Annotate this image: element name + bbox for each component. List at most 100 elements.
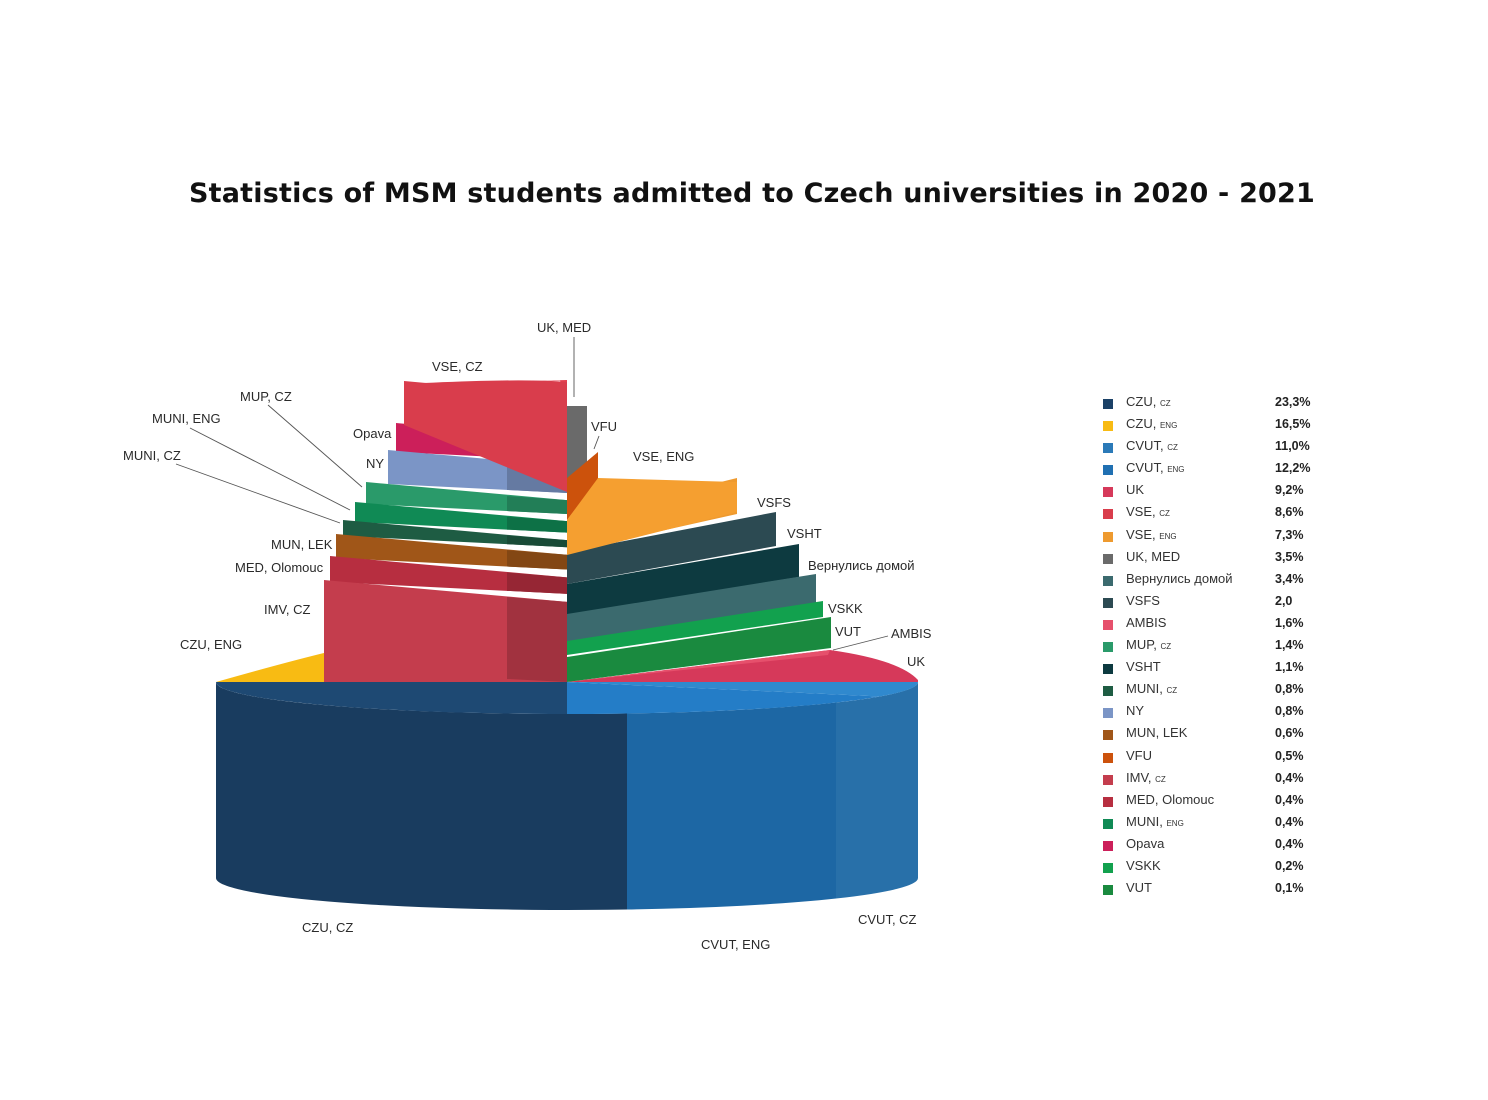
slice-label-vse_eng: VSE, ENG [633, 449, 694, 464]
slice-vsfs [567, 512, 776, 584]
legend-item-uk: UK 9,2% [1100, 481, 1360, 503]
slice-label-imv_cz: IMV, CZ [264, 602, 311, 617]
legend-swatch [1103, 399, 1113, 409]
legend-item-vut: VUT 0,1% [1100, 879, 1360, 901]
legend-label: VSE, CZ [1126, 504, 1170, 520]
legend-label: IMV, CZ [1126, 769, 1166, 785]
slice-label-muni_cz: MUNI, CZ [123, 448, 181, 463]
legend-value: 0,5% [1275, 748, 1304, 763]
legend-item-opava: Opava 0,4% [1100, 835, 1360, 857]
slice-imv_cz [324, 580, 567, 682]
legend-value: 11,0% [1275, 439, 1310, 454]
slice-side-czu_cz [216, 682, 627, 910]
legend-swatch [1103, 597, 1113, 608]
legend-value: 0,4% [1275, 792, 1304, 807]
legend-item-vfu: VFU 0,5% [1100, 747, 1360, 769]
legend-swatch [1103, 421, 1113, 432]
slice-shade-med_olomouc [507, 572, 567, 594]
slice-side-cvut_cz [836, 682, 918, 899]
legend-value: 0,8% [1275, 704, 1304, 719]
legend-item-czu_eng: CZU, ENG 16,5% [1100, 415, 1360, 437]
legend-label: NY [1126, 703, 1145, 719]
legend-label: CZU, ENG [1126, 416, 1178, 432]
legend-value: 1,6% [1275, 615, 1304, 630]
slice-label-opava: Opava [353, 426, 392, 441]
leader-ambis [832, 635, 889, 651]
legend-label: AMBIS [1126, 614, 1167, 630]
legend-swatch [1103, 862, 1113, 873]
legend-label: VUT [1126, 880, 1152, 896]
slice-label-mup_cz: MUP, CZ [240, 389, 292, 404]
legend-item-muni_cz: MUNI, CZ 0,8% [1100, 680, 1360, 702]
legend-item-vsfs: VSFS 2,0 [1100, 592, 1360, 614]
slice-label-mun_lek: MUN, LEK [271, 537, 333, 552]
legend-item-vse_cz: VSE, CZ 8,6% [1100, 503, 1360, 525]
legend-value: 0,4% [1275, 836, 1304, 851]
leader-vfu [593, 435, 600, 450]
slice-face-vse_cz [404, 380, 567, 492]
legend-label: VSKK [1126, 857, 1161, 873]
legend-swatch [1103, 465, 1113, 476]
legend-label: CVUT, CZ [1126, 438, 1178, 454]
legend-value: 12,2% [1275, 461, 1311, 476]
slice-label-uk: UK [907, 654, 925, 669]
legend-value: 3,4% [1275, 571, 1304, 586]
legend-swatch [1103, 664, 1113, 675]
legend-value: 0,4% [1275, 814, 1304, 829]
slice-label-cvut_eng: CVUT, ENG [701, 937, 770, 952]
legend-label: Opava [1126, 835, 1165, 851]
slice-label-home: Вернулись домой [808, 558, 915, 573]
legend-value: 1,1% [1275, 660, 1304, 675]
legend-value: 2,0 [1275, 593, 1293, 608]
slice-side-cvut_eng [627, 702, 836, 910]
legend-item-czu_cz: CZU, CZ 23,3% [1100, 393, 1360, 415]
legend-item-vskk: VSKK 0,2% [1100, 857, 1360, 879]
slice-top-cvut_eng [567, 682, 880, 714]
leader-muni_eng [189, 427, 351, 511]
slice-vskk [567, 601, 823, 655]
legend-item-ny: NY 0,8% [1100, 702, 1360, 724]
slice-vfu [567, 452, 598, 520]
slice-shade-mun_lek [507, 550, 567, 570]
slice-label-ny: NY [366, 456, 384, 471]
legend-item-home: Вернулись домой 3,4% [1100, 570, 1360, 592]
legend-item-med_olomouc: MED, Olomouc 0,4% [1100, 791, 1360, 813]
legend-value: 0,8% [1275, 682, 1304, 697]
slice-label-czu_cz: CZU, CZ [302, 920, 353, 935]
legend-label: VSFS [1126, 592, 1160, 608]
legend-item-ambis: AMBIS 1,6% [1100, 614, 1360, 636]
legend-swatch [1103, 531, 1113, 542]
slice-label-uk_med: UK, MED [537, 320, 591, 335]
legend-label: VSHT [1126, 659, 1161, 675]
slice-label-vse_cz: VSE, CZ [432, 359, 483, 374]
slice-uk [567, 650, 918, 682]
legend-swatch [1103, 885, 1113, 896]
slice-label-cvut_cz: CVUT, CZ [858, 912, 917, 927]
slice-home [567, 574, 816, 642]
legend-value: 23,3% [1275, 395, 1311, 409]
slice-top-czu_cz [216, 682, 567, 714]
legend-value: 0,4% [1275, 770, 1304, 785]
legend-value: 7,3% [1275, 527, 1304, 542]
leader-muni_cz [175, 463, 341, 524]
slice-ambis [567, 650, 830, 682]
legend-label: Вернулись домой [1126, 570, 1233, 586]
pie-chart: CZU, CZ CVUT, ENG CVUT, CZ CZU, ENG IMV, CZ M… [123, 320, 932, 952]
slice-shade-mup_cz [507, 496, 567, 515]
legend-item-cvut_cz: CVUT, CZ 11,0% [1100, 437, 1360, 459]
slice-label-vskk: VSKK [828, 601, 863, 616]
slice-vut [567, 617, 831, 682]
legend-value: 0,1% [1275, 881, 1304, 896]
legend-label: UK, MED [1126, 548, 1181, 564]
legend-swatch [1103, 642, 1113, 653]
legend-item-vse_eng: VSE, ENG 7,3% [1100, 526, 1360, 548]
slice-uk_med [567, 406, 587, 495]
slice-shade-muni_cz [507, 535, 567, 548]
legend-swatch [1103, 730, 1113, 741]
slice-face-vse_eng [567, 478, 737, 555]
slice-label-vsht: VSHT [787, 526, 822, 541]
leader-mup_cz [267, 404, 363, 488]
legend-label: MUNI, ENG [1126, 813, 1184, 829]
legend-item-mun_lek: MUN, LEK 0,6% [1100, 724, 1360, 746]
legend-value: 0,6% [1275, 726, 1304, 741]
